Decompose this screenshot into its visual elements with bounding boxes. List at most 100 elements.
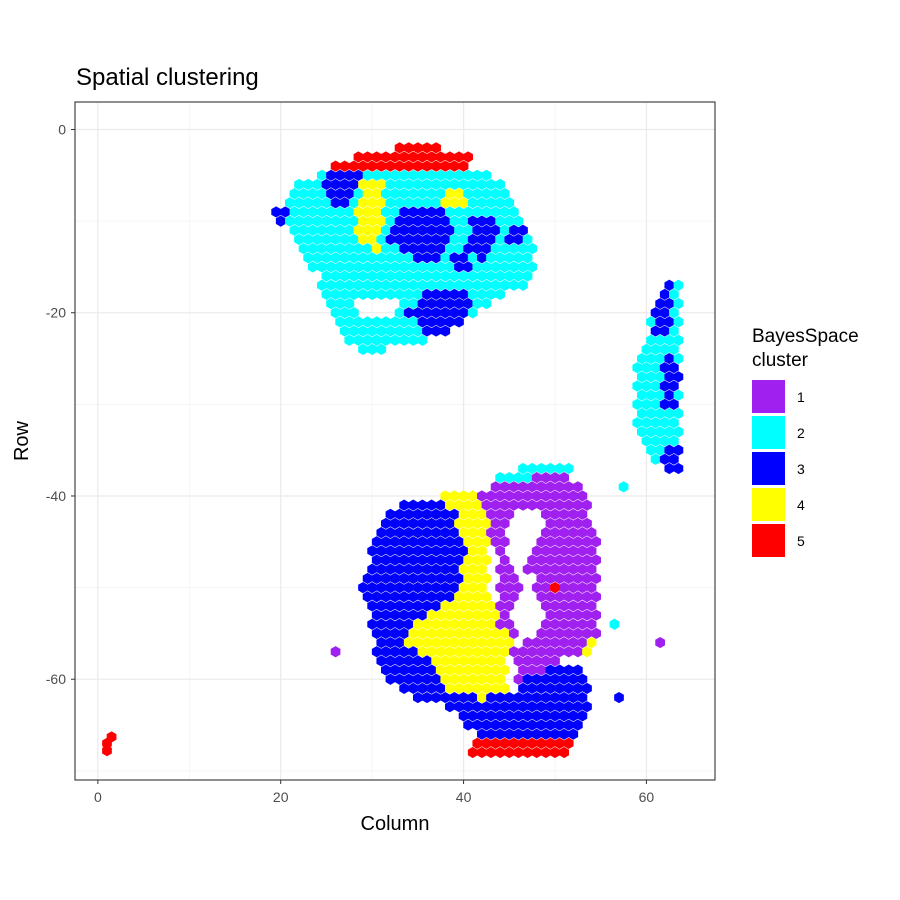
- spot-cluster-4: [413, 636, 423, 649]
- spot-cluster-4: [449, 618, 460, 630]
- spot-cluster-5: [394, 142, 405, 154]
- spot-cluster-3: [403, 618, 414, 630]
- spot-cluster-4: [440, 655, 451, 667]
- spot-cluster-2: [294, 197, 304, 209]
- spot-cluster-2: [285, 197, 295, 209]
- spot-cluster-2: [504, 472, 515, 484]
- spot-cluster-3: [472, 242, 483, 255]
- spot-cluster-1: [582, 591, 592, 603]
- spot-cluster-5: [422, 142, 432, 154]
- spot-cluster-1: [531, 472, 542, 484]
- spot-cluster-4: [445, 682, 455, 694]
- spot-cluster-3: [573, 682, 583, 694]
- spot-cluster-1: [559, 472, 569, 484]
- legend-label-4: 4: [797, 497, 805, 513]
- spot-cluster-1: [582, 554, 592, 566]
- spot-cluster-1: [573, 572, 583, 585]
- spot-cluster-1: [499, 609, 510, 621]
- spot-cluster-4: [454, 591, 464, 603]
- spot-cluster-5: [371, 151, 382, 163]
- spot-cluster-4: [472, 682, 483, 694]
- spot-cluster-2: [650, 453, 661, 465]
- spot-cluster-3: [390, 664, 400, 676]
- spot-cluster-3: [417, 536, 428, 548]
- spot-cluster-2: [339, 215, 350, 227]
- spot-cluster-5: [399, 151, 409, 163]
- spot-cluster-3: [467, 233, 478, 246]
- spot-cluster-3: [413, 545, 423, 557]
- spot-cluster-5: [490, 737, 501, 749]
- spot-cluster-4: [467, 600, 478, 612]
- spot-cluster-3: [522, 691, 533, 704]
- spot-cluster-5: [408, 151, 419, 163]
- spot-cluster-2: [454, 206, 464, 218]
- spot-cluster-2: [527, 462, 537, 475]
- spot-cluster-3: [422, 563, 432, 575]
- spot-cluster-3: [440, 691, 451, 704]
- spot-cluster-3: [568, 728, 579, 740]
- spot-cluster-2: [353, 188, 364, 200]
- spot-cluster-3: [454, 316, 464, 328]
- spot-cluster-2: [285, 215, 295, 227]
- spot-cluster-3: [330, 197, 341, 209]
- spot-cluster-4: [472, 554, 483, 566]
- spot-cluster-2: [641, 343, 652, 355]
- legend-swatch-5: [752, 524, 785, 557]
- spot-cluster-1: [499, 591, 510, 603]
- spot-cluster-5: [349, 160, 359, 172]
- spot-cluster-3: [394, 527, 405, 539]
- spot-cluster-3: [394, 545, 405, 557]
- spot-cluster-1: [554, 572, 565, 585]
- spot-cluster-4: [463, 591, 473, 603]
- spot-cluster-2: [513, 252, 524, 264]
- spot-cluster-2: [358, 343, 368, 355]
- spot-cluster-3: [440, 215, 451, 227]
- spot-cluster-2: [312, 215, 323, 227]
- spot-cluster-2: [495, 215, 505, 227]
- spot-cluster-3: [394, 563, 405, 575]
- spot-cluster-5: [550, 746, 560, 759]
- spot-cluster-1: [550, 600, 560, 612]
- spot-cluster-2: [440, 178, 451, 191]
- spot-cluster-4: [422, 618, 432, 630]
- spot-cluster-4: [445, 627, 455, 640]
- spot-cluster-3: [440, 545, 451, 557]
- spot-cluster-5: [413, 160, 423, 172]
- spot-cluster-2: [659, 343, 670, 355]
- spot-cluster-2: [303, 215, 313, 227]
- spot-cluster-2: [472, 188, 483, 200]
- spot-cluster-2: [486, 270, 496, 282]
- spot-cluster-4: [440, 636, 451, 649]
- spot-cluster-2: [650, 435, 661, 447]
- spot-cluster-1: [554, 646, 565, 658]
- spot-cluster-2: [358, 325, 368, 337]
- spot-cluster-3: [335, 169, 345, 181]
- spot-cluster-4: [440, 600, 451, 612]
- spot-cluster-2: [669, 343, 679, 355]
- spot-cluster-4: [472, 664, 483, 676]
- spot-cluster-3: [385, 600, 396, 612]
- spot-cluster-3: [509, 701, 519, 713]
- spot-cluster-2: [440, 270, 451, 282]
- spot-cluster-2: [495, 252, 505, 264]
- spot-cluster-4: [376, 178, 387, 191]
- spot-cluster-3: [545, 682, 556, 694]
- spot-cluster-1: [490, 499, 501, 511]
- spot-cluster-1: [518, 646, 528, 658]
- spot-cluster-3: [431, 673, 441, 685]
- spot-cluster-4: [467, 563, 478, 575]
- spot-cluster-2: [399, 261, 409, 273]
- spot-cluster-2: [554, 462, 565, 475]
- spot-cluster-1: [518, 499, 528, 511]
- spot-cluster-2: [349, 197, 359, 209]
- spot-cluster-1: [550, 563, 560, 575]
- spot-cluster-3: [577, 691, 588, 704]
- spot-cluster-3: [499, 701, 510, 713]
- spot-cluster-4: [463, 572, 473, 585]
- spot-cluster-2: [344, 316, 355, 328]
- spot-cluster-2: [353, 279, 364, 291]
- spot-cluster-5: [394, 160, 405, 172]
- spot-cluster-1: [577, 636, 588, 649]
- spot-cluster-2: [477, 178, 487, 191]
- spot-cluster-4: [477, 563, 487, 575]
